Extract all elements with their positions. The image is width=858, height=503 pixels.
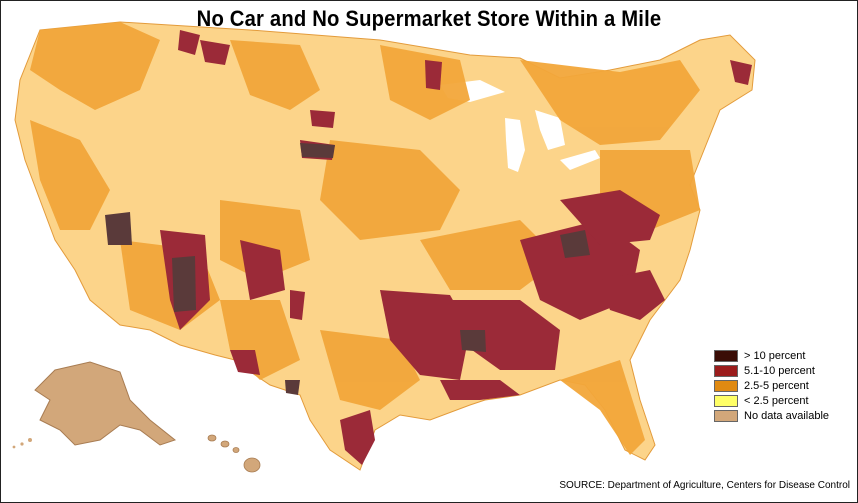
legend-label: 2.5-5 percent <box>744 379 809 392</box>
legend-label: 5.1-10 percent <box>744 364 815 377</box>
mid-rate-regions <box>30 22 700 455</box>
legend-swatch <box>714 349 738 362</box>
map-title: No Car and No Supermarket Store Within a… <box>196 6 662 31</box>
high-rate-regions <box>160 30 752 465</box>
aleutian-islands <box>12 438 32 449</box>
legend-swatch <box>714 379 738 392</box>
legend-swatch <box>714 409 738 422</box>
lake-erie <box>560 150 600 170</box>
legend-label: No data available <box>744 409 830 422</box>
legend-item: 5.1-10 percent <box>714 363 829 378</box>
legend-swatch <box>714 364 738 377</box>
legend-label: > 10 percent <box>744 349 806 362</box>
lake-huron <box>535 110 565 150</box>
lake-michigan <box>505 118 525 172</box>
legend-item: > 10 percent <box>714 348 829 363</box>
legend-item: < 2.5 percent <box>714 393 829 408</box>
legend-item: 2.5-5 percent <box>714 378 829 393</box>
legend: > 10 percent 5.1-10 percent 2.5-5 percen… <box>714 348 829 423</box>
legend-swatch <box>714 394 738 407</box>
legend-item: No data available <box>714 408 829 423</box>
source-citation: SOURCE: Department of Agriculture, Cente… <box>559 480 850 491</box>
alaska <box>34 361 177 446</box>
very-high-rate-regions <box>105 143 590 395</box>
legend-label: < 2.5 percent <box>744 394 809 407</box>
hawaii <box>207 434 261 473</box>
